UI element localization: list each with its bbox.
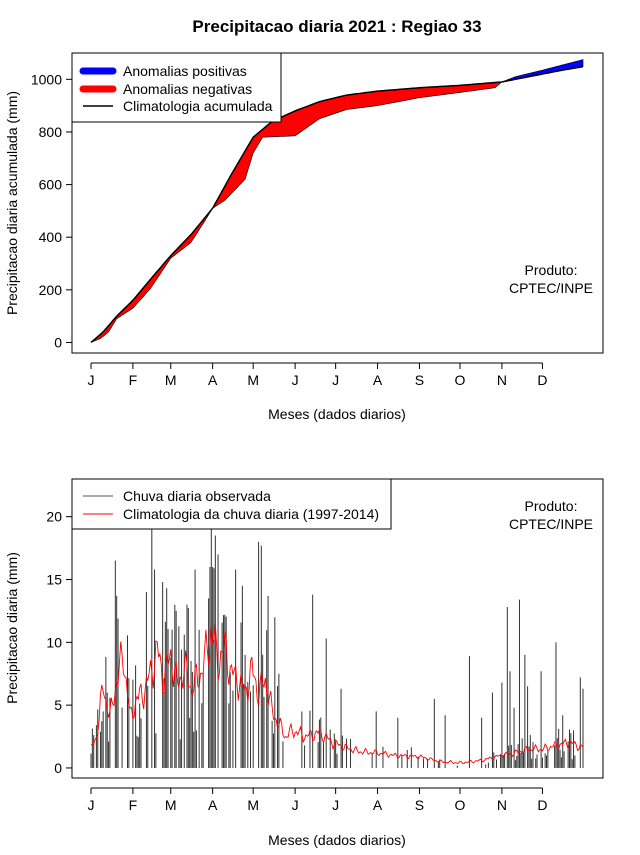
- x-tick-label: F: [129, 797, 138, 813]
- accumulated-y-axis: 0 200 400 600 800 1000: [31, 71, 72, 350]
- daily-plot-area: [90, 526, 584, 768]
- positive-anomaly-area: [501, 59, 584, 83]
- accumulated-plot-frame: [71, 52, 604, 354]
- x-tick-label: A: [373, 797, 383, 813]
- accumulated-product-source: CPTEC/INPE: [509, 280, 593, 296]
- x-tick-label: S: [415, 797, 424, 813]
- x-tick-label: M: [165, 372, 177, 388]
- daily-y-axis: 0 5 10 15 20: [46, 509, 72, 776]
- x-tick-label: J: [88, 797, 95, 813]
- x-tick-label: A: [208, 372, 218, 388]
- accumulated-legend: Anomalias positivas Anomalias negativas …: [71, 52, 282, 123]
- y-tick-label: 400: [39, 229, 63, 245]
- y-tick-label: 1000: [31, 71, 62, 87]
- x-tick-label: O: [455, 372, 466, 388]
- accumulated-x-axis-label: Meses (dados diarios): [268, 406, 406, 422]
- accumulated-y-axis-label: Precipitacao diaria acumulada (mm): [4, 91, 20, 315]
- accumulated-plot-area: [90, 59, 584, 344]
- x-tick-label: D: [537, 797, 547, 813]
- x-tick-label: N: [497, 372, 507, 388]
- legend-label-positive: Anomalias positivas: [123, 63, 247, 79]
- daily-legend-box: [71, 478, 392, 530]
- y-tick-label: 20: [46, 509, 62, 525]
- y-tick-label: 10: [46, 634, 62, 650]
- x-tick-label: S: [415, 372, 424, 388]
- y-tick-label: 600: [39, 177, 63, 193]
- x-tick-label: J: [332, 797, 339, 813]
- x-tick-label: A: [373, 372, 383, 388]
- x-tick-label: J: [332, 372, 339, 388]
- y-tick-label: 0: [54, 334, 62, 350]
- x-tick-label: N: [497, 797, 507, 813]
- negative-anomaly-area: [92, 209, 212, 343]
- x-tick-label: M: [165, 797, 177, 813]
- legend-label-negative: Anomalias negativas: [123, 81, 252, 97]
- x-tick-label: M: [247, 797, 259, 813]
- y-tick-label: 800: [39, 124, 63, 140]
- daily-product-label: Produto:: [525, 498, 578, 514]
- daily-x-axis-label: Meses (dados diarios): [268, 832, 406, 848]
- daily-y-axis-label: Precipitacao diaria (mm): [4, 552, 20, 704]
- daily-panel: 0 5 10 15 20 J F M A M J J A S O N D Meses (dados diari…: [4, 478, 604, 848]
- daily-legend: Chuva diaria observada Climatologia da c…: [71, 478, 392, 530]
- x-tick-label: D: [537, 372, 547, 388]
- legend-label-clim-daily: Climatologia da chuva diaria (1997-2014): [123, 506, 379, 522]
- legend-label-climatology: Climatologia acumulada: [123, 98, 273, 114]
- x-tick-label: O: [455, 797, 466, 813]
- accumulated-product-label: Produto:: [525, 262, 578, 278]
- climatology-daily-line: [90, 624, 584, 765]
- x-tick-label: J: [88, 372, 95, 388]
- x-tick-label: M: [247, 372, 259, 388]
- y-tick-label: 0: [54, 760, 62, 776]
- x-tick-label: J: [292, 372, 299, 388]
- figure-title: Precipitacao diaria 2021 : Regiao 33: [192, 17, 481, 36]
- climatology-accumulated-line: [90, 65, 584, 344]
- x-tick-label: J: [292, 797, 299, 813]
- x-tick-label: F: [129, 372, 138, 388]
- daily-product-source: CPTEC/INPE: [509, 516, 593, 532]
- y-tick-label: 200: [39, 282, 63, 298]
- y-tick-label: 5: [54, 697, 62, 713]
- legend-label-observed: Chuva diaria observada: [123, 488, 271, 504]
- y-tick-label: 15: [46, 572, 62, 588]
- accumulated-panel: 0 200 400 600 800 1000 J F M A M J J A S O N D Meses (da…: [4, 52, 604, 422]
- x-tick-label: A: [208, 797, 218, 813]
